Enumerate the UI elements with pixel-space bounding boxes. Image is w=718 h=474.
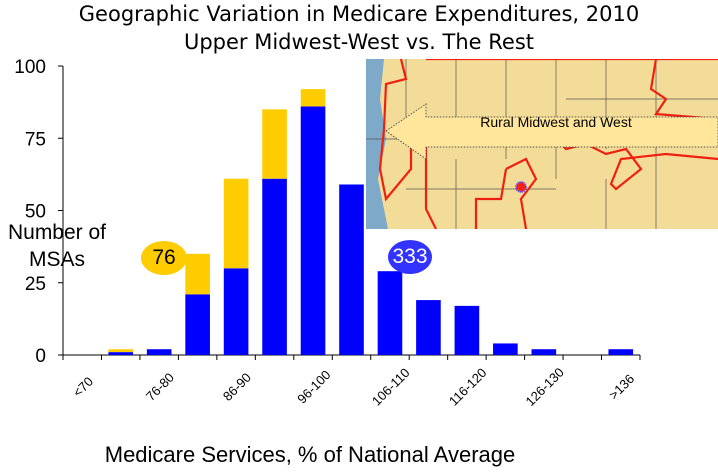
bar-the-rest — [146, 349, 172, 355]
bar-rural-midwest-and-west — [300, 89, 326, 107]
x-tick-label: 76-80 — [143, 370, 177, 404]
map-label: Rural Midwest and West — [480, 114, 632, 130]
x-tick-label: >136 — [606, 371, 637, 402]
bar-the-rest — [108, 352, 134, 355]
bar-rural-midwest-and-west — [262, 109, 287, 179]
annotation-blue-count: 333 — [388, 240, 432, 274]
bar-the-rest — [608, 349, 634, 355]
chart-title: Geographic Variation in Medicare Expendi… — [78, 2, 640, 26]
x-axis-label: Medicare Services, % of National Average — [104, 442, 516, 467]
y-tick-label: 25 — [25, 274, 46, 295]
bar-rural-midwest-and-west — [185, 253, 210, 295]
y-tick-label: 100 — [14, 57, 46, 78]
bar-the-rest — [416, 300, 441, 355]
bar-the-rest — [185, 294, 210, 355]
bar-the-rest — [262, 178, 287, 355]
y-tick-label: 50 — [25, 202, 46, 223]
bar-the-rest — [300, 106, 326, 356]
bar-the-rest — [454, 305, 480, 355]
map-inset: Rural Midwest and West — [366, 59, 718, 229]
y-tick-label: 75 — [25, 129, 46, 150]
bar-rural-midwest-and-west — [223, 178, 249, 269]
bar-the-rest — [493, 343, 518, 355]
location-marker-icon — [515, 181, 527, 193]
x-tick-label: 116-120 — [446, 365, 490, 409]
bar-the-rest — [531, 349, 557, 355]
x-tick-label: 126-130 — [522, 365, 566, 409]
y-axis-label: Number of MSAs — [7, 221, 107, 271]
bar-rural-midwest-and-west — [108, 349, 134, 353]
chart-subtitle: Upper Midwest-West vs. The Rest — [183, 30, 535, 54]
y-tick-label: 0 — [35, 346, 46, 367]
annotation-yellow-count: 76 — [141, 241, 187, 275]
bar-the-rest — [339, 184, 364, 355]
bar-the-rest — [377, 271, 403, 355]
x-tick-label: 106-110 — [369, 365, 413, 409]
x-tick-label: 96-100 — [294, 367, 333, 406]
bar-the-rest — [223, 268, 249, 355]
x-tick-label: <70 — [70, 374, 96, 400]
x-tick-label: 86-90 — [220, 370, 254, 404]
